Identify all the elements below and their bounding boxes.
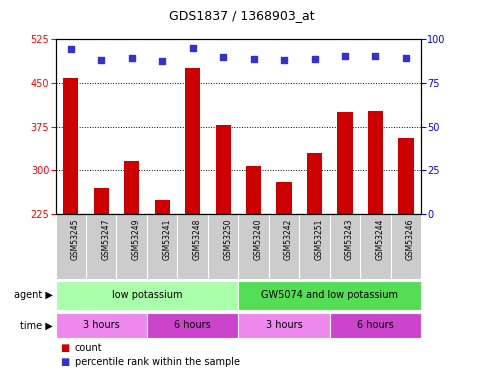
Point [280, 57, 288, 63]
Text: 3 hours: 3 hours [266, 320, 302, 330]
Bar [398, 138, 413, 214]
Text: GSM53241: GSM53241 [162, 219, 171, 260]
Text: ■: ■ [60, 357, 70, 368]
Bar [239, 281, 421, 310]
Point [67, 46, 75, 52]
Bar [330, 313, 421, 338]
Text: GSM53243: GSM53243 [345, 219, 354, 261]
Text: GSM53245: GSM53245 [71, 219, 80, 261]
Text: GSM53250: GSM53250 [223, 219, 232, 261]
Bar [56, 313, 147, 338]
Point [371, 53, 379, 59]
Text: GSM53240: GSM53240 [254, 219, 263, 261]
Text: GSM53244: GSM53244 [375, 219, 384, 261]
Text: GSM53247: GSM53247 [101, 219, 110, 261]
Point [250, 56, 257, 62]
Bar [124, 161, 139, 214]
Text: agent ▶: agent ▶ [14, 290, 53, 300]
Bar [307, 153, 322, 214]
Bar [215, 125, 231, 214]
Point [402, 55, 410, 61]
Text: percentile rank within the sample: percentile rank within the sample [75, 357, 240, 368]
Bar [185, 68, 200, 214]
Text: 3 hours: 3 hours [83, 320, 120, 330]
Point [128, 55, 136, 61]
Bar [239, 313, 330, 338]
Text: time ▶: time ▶ [20, 320, 53, 330]
Point [219, 54, 227, 60]
Bar [338, 112, 353, 214]
Text: GSM53242: GSM53242 [284, 219, 293, 260]
Bar [155, 200, 170, 214]
Text: GSM53251: GSM53251 [314, 219, 324, 260]
Text: GSM53246: GSM53246 [406, 219, 415, 261]
Text: low potassium: low potassium [112, 290, 182, 300]
Text: count: count [75, 343, 102, 353]
Bar [246, 165, 261, 214]
Text: ■: ■ [60, 343, 70, 353]
Point [158, 58, 166, 64]
Bar [368, 111, 383, 214]
Text: 6 hours: 6 hours [174, 320, 211, 330]
Text: 6 hours: 6 hours [357, 320, 394, 330]
Text: GSM53249: GSM53249 [132, 219, 141, 261]
Bar [147, 313, 239, 338]
Point [341, 53, 349, 59]
Point [189, 45, 197, 51]
Bar [56, 281, 239, 310]
Bar [276, 182, 292, 214]
Bar [63, 78, 78, 214]
Text: GDS1837 / 1368903_at: GDS1837 / 1368903_at [169, 9, 314, 22]
Bar [94, 188, 109, 214]
Point [98, 57, 105, 63]
Text: GW5074 and low potassium: GW5074 and low potassium [261, 290, 398, 300]
Point [311, 56, 318, 62]
Text: GSM53248: GSM53248 [193, 219, 202, 260]
